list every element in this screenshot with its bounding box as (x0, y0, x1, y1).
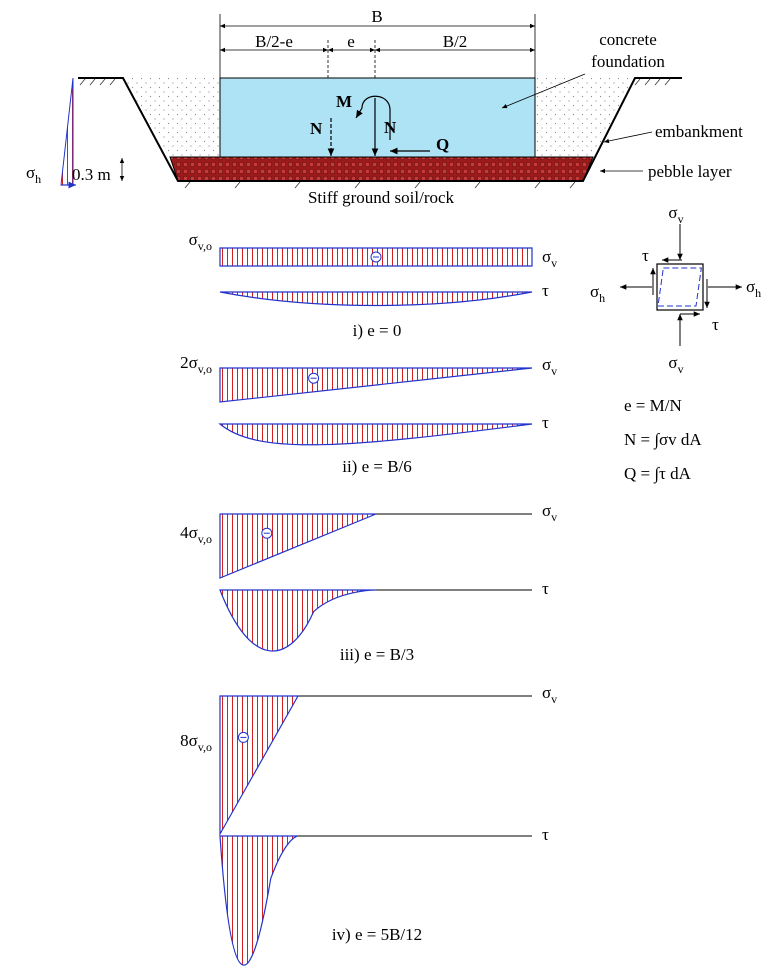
element-tau-top: τ (642, 246, 649, 265)
sigma-v-label: σv (542, 683, 557, 706)
element-deformed (657, 267, 702, 307)
element-sv-bottom: σv (668, 353, 683, 376)
element-sh-right: σh (746, 277, 761, 300)
dim-b2-minus-e-label: B/2-e (255, 32, 293, 51)
element-square (656, 263, 704, 311)
sigma-v-label: σv (542, 355, 557, 378)
element-sv-top: σv (668, 203, 683, 226)
sigma-distribution (219, 695, 300, 837)
formula-shear-force: Q = ∫τ dA (624, 464, 692, 484)
element-tau-bottom: τ (712, 315, 719, 334)
tau-label: τ (542, 579, 549, 598)
label-embankment: embankment (655, 122, 743, 141)
sigma-h-symbol: σh (26, 163, 41, 186)
label-foundation: foundation (591, 52, 665, 71)
concrete-block (219, 77, 536, 158)
sigma-distribution (219, 367, 533, 403)
tau-distribution (219, 589, 377, 652)
formula-eccentricity: e = M/N (624, 396, 682, 415)
ground-outline (78, 77, 682, 182)
dim-b-label: B (371, 7, 382, 26)
sigma-max-label: σv,o (189, 230, 212, 253)
sigma-max-label: 4σv,o (180, 523, 212, 546)
force-n-right-label: N (384, 118, 397, 137)
foundation-section: B B/2-e e B/2 M N N Q concrete foundatio… (26, 7, 743, 207)
element-sh-left: σh (590, 282, 605, 305)
sigma-v-label: σv (542, 501, 557, 524)
tau-distribution (218, 423, 533, 446)
tau-label: τ (542, 413, 549, 432)
tau-distribution (219, 291, 533, 307)
force-q-label: Q (436, 135, 449, 154)
sigma-distribution (219, 513, 377, 579)
label-concrete: concrete (599, 30, 657, 49)
stress-cases: σv,o σv τ i) e = 0 2σv,o σv τ ii) e = B/6 4σv,o σ… (180, 230, 557, 966)
tau-label: τ (542, 825, 549, 844)
case-caption: ii) e = B/6 (342, 457, 412, 476)
case-caption: iii) e = B/3 (340, 645, 414, 664)
case-caption: i) e = 0 (353, 321, 402, 340)
tau-distribution (219, 835, 299, 966)
thickness-label: 0.3 m (72, 165, 111, 184)
formula-normal-force: N = ∫σv dA (624, 430, 702, 450)
pebble-layer (169, 156, 594, 182)
stress-element: σv σv σh σh τ τ (590, 203, 761, 376)
label-pebble: pebble layer (648, 162, 732, 181)
leader-foundation (501, 73, 586, 109)
sigma-v-label: σv (542, 247, 557, 270)
case-caption: iv) e = 5B/12 (332, 925, 422, 944)
leader-embankment (603, 131, 653, 144)
force-m-label: M (336, 92, 352, 111)
sigma-max-label: 8σv,o (180, 731, 212, 754)
ground-hatching (79, 78, 671, 189)
dimension-lines (219, 14, 536, 78)
force-arrows (327, 95, 430, 156)
sigma-max-label: 2σv,o (180, 353, 212, 376)
force-n-left-label: N (310, 119, 323, 138)
dim-b2-label: B/2 (443, 32, 468, 51)
tau-label: τ (542, 281, 549, 300)
dim-e-label: e (347, 32, 355, 51)
label-ground: Stiff ground soil/rock (308, 188, 455, 207)
